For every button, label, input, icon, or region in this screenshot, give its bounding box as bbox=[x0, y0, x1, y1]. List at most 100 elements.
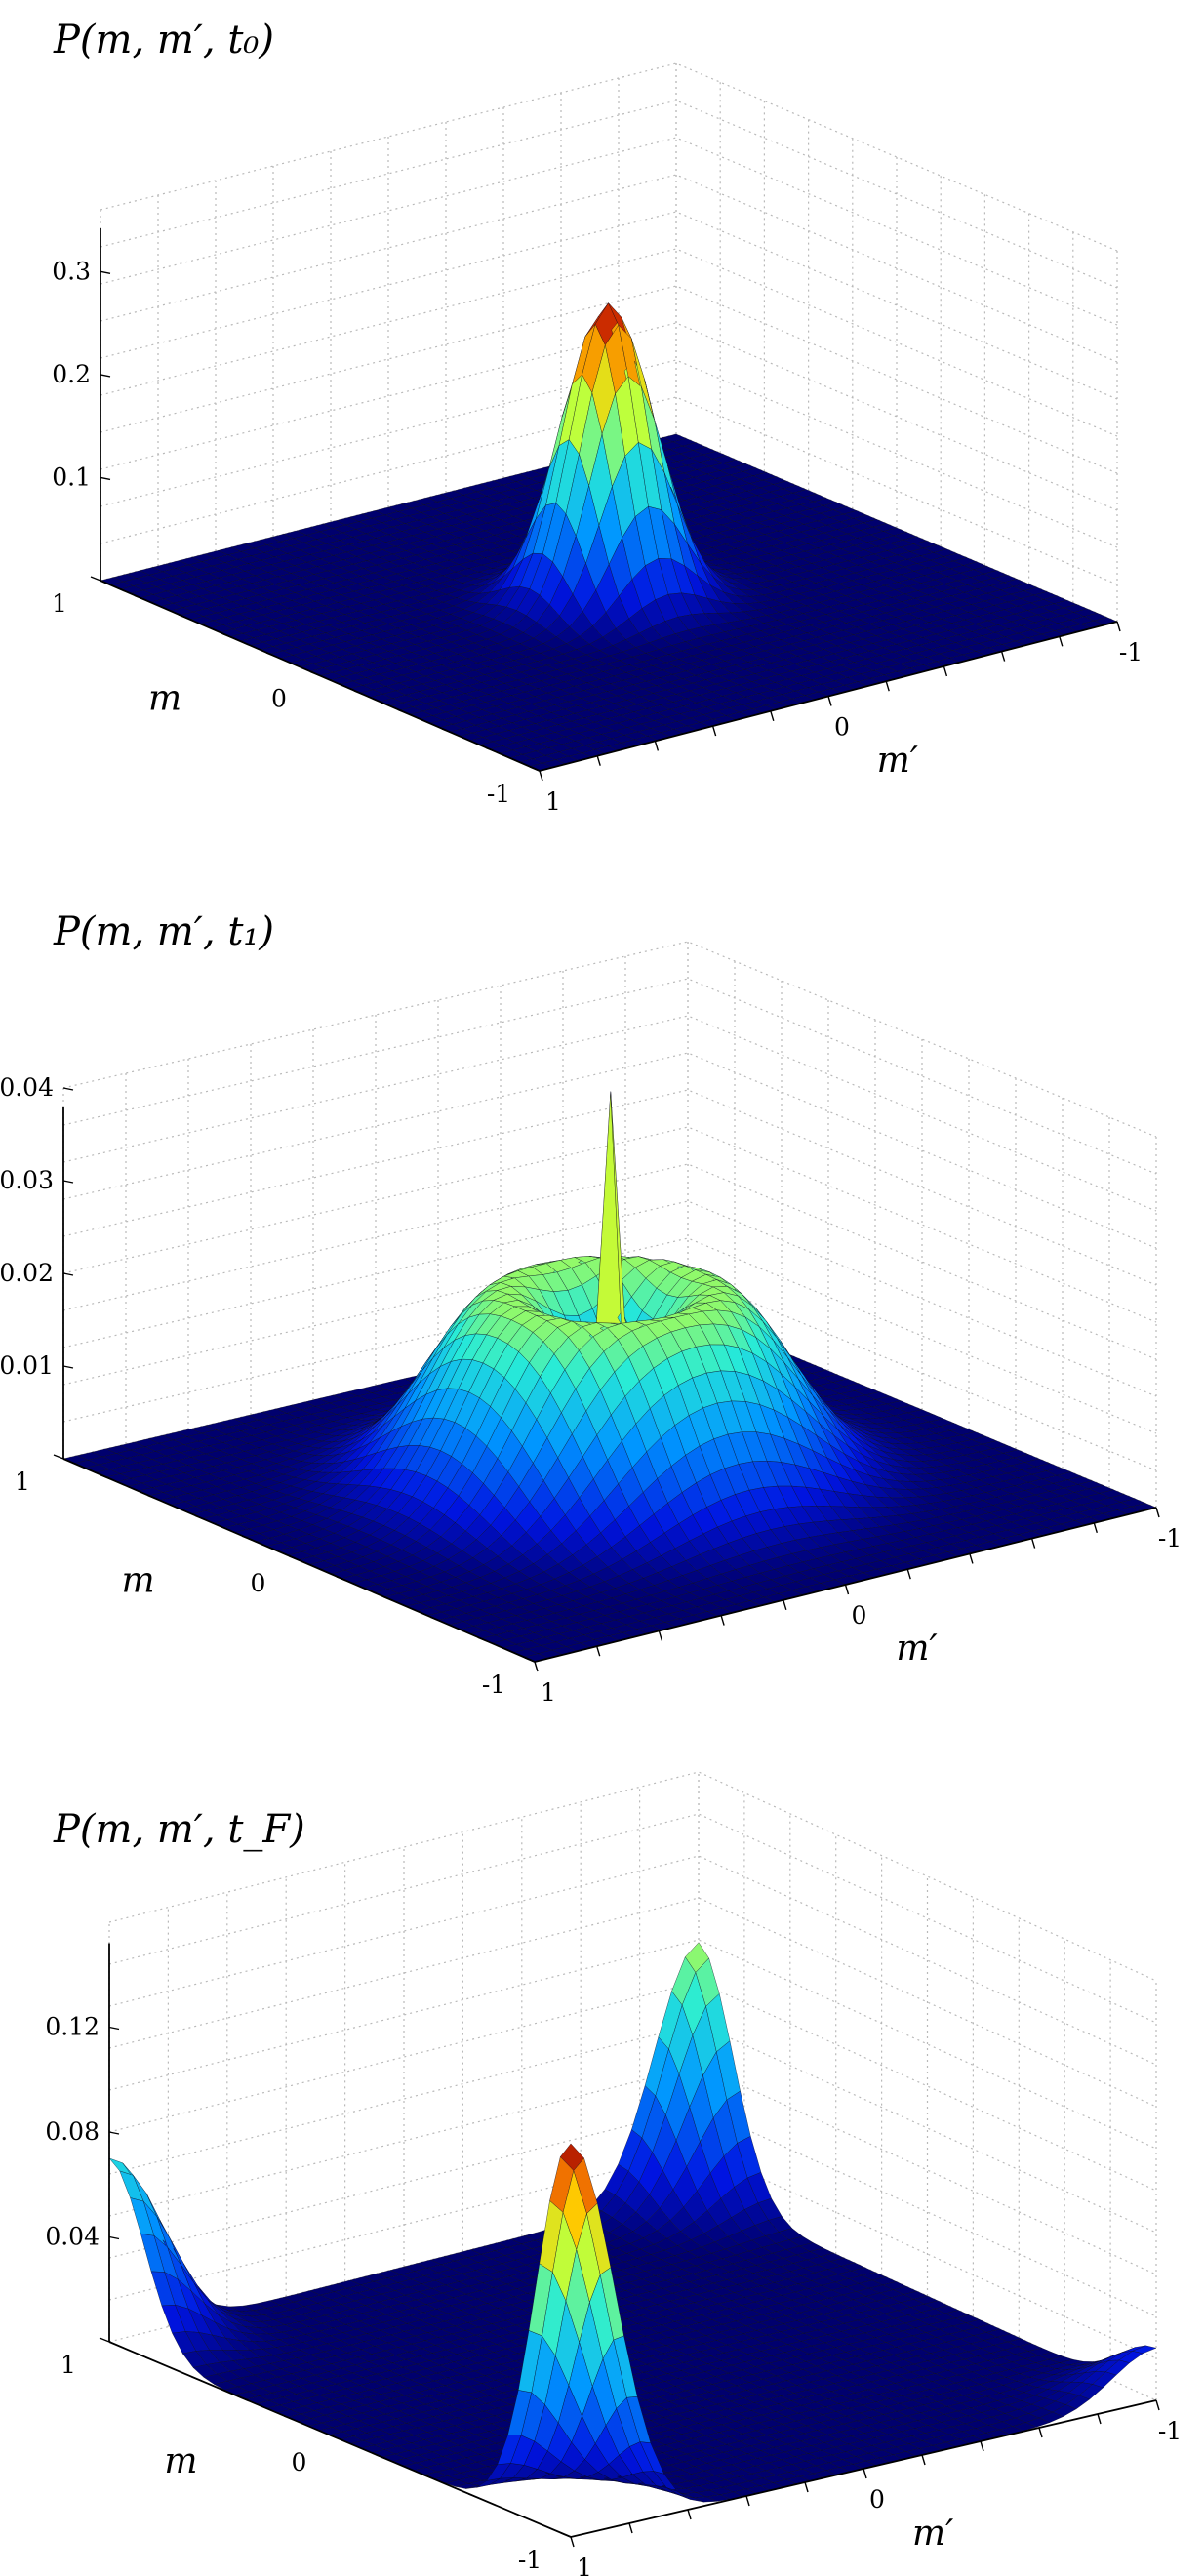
m-axis-label: m bbox=[122, 1561, 155, 1601]
m-prime-axis-tick bbox=[885, 680, 890, 692]
m-axis-tick bbox=[353, 690, 365, 696]
m-prime-axis-label: m′ bbox=[896, 1629, 937, 1669]
grid-line-z bbox=[100, 322, 1118, 511]
axes bbox=[90, 228, 1121, 782]
m-axis-tick bbox=[241, 1535, 253, 1541]
m-tick-label: 1 bbox=[52, 589, 67, 618]
m-axis-tick bbox=[100, 1474, 111, 1480]
surface-mesh bbox=[108, 1942, 1157, 2503]
m-prime-axis-tick bbox=[1000, 651, 1006, 662]
grid-line-z bbox=[100, 174, 1118, 363]
back-walls bbox=[100, 62, 1118, 623]
surface-mesh bbox=[100, 302, 1118, 772]
grid-line-z bbox=[108, 2107, 1157, 2317]
z-tick-label: 0.3 bbox=[52, 257, 91, 285]
m-prime-axis-tick bbox=[783, 1599, 787, 1611]
grid-line-z bbox=[108, 1981, 1157, 2192]
m-tick-label: 0 bbox=[271, 685, 287, 713]
grid-line-z bbox=[100, 137, 1118, 326]
z-axis-tick bbox=[100, 374, 111, 378]
m-axis-tick bbox=[265, 652, 277, 658]
surface-panel-t0: 1 0 -1 1 0 -1 0.1 0.2 0.3 m m′ P(m, m′, t₀) bbox=[0, 0, 1204, 859]
m-axis-tick bbox=[90, 576, 101, 582]
grid-line-z bbox=[100, 248, 1118, 437]
grid-line-z bbox=[100, 359, 1118, 548]
z-tick-label: 0.04 bbox=[0, 1073, 54, 1102]
m-prime-axis-tick bbox=[1030, 1538, 1036, 1549]
m-prime-axis-tick bbox=[720, 1615, 725, 1626]
grid-line-z bbox=[108, 2023, 1157, 2234]
grid-line-z bbox=[100, 100, 1118, 289]
m-prime-axis-tick bbox=[1116, 621, 1121, 632]
m-tick-label: 0 bbox=[251, 1569, 266, 1597]
grid-line-z bbox=[108, 1771, 1157, 1982]
z-tick-label: 0.2 bbox=[52, 360, 91, 388]
m-axis-tick bbox=[221, 632, 233, 639]
m-axis-tick bbox=[53, 1454, 64, 1460]
m-axis-label: m bbox=[148, 678, 181, 718]
m-prime-axis-tick bbox=[658, 1630, 663, 1641]
m-prime-axis-tick bbox=[534, 1661, 539, 1672]
surface-mesh bbox=[62, 1091, 1157, 1663]
m-prime-tick-label: 1 bbox=[545, 787, 561, 816]
m-axis-tick bbox=[309, 670, 321, 677]
m-prime-axis-tick bbox=[906, 1568, 911, 1580]
m-prime-axis-tick bbox=[1155, 1507, 1160, 1518]
back-wall-right bbox=[676, 63, 1117, 622]
m-prime-axis-tick bbox=[1059, 636, 1064, 647]
m-prime-axis-tick bbox=[844, 1584, 850, 1595]
z-tick-label: 0.03 bbox=[0, 1166, 54, 1194]
m-axis-tick bbox=[134, 594, 145, 601]
surface-plot-t0: 10-1 10-10.10.20.3mm′ bbox=[52, 62, 1143, 816]
m-prime-axis-tick bbox=[654, 741, 660, 751]
surface-panel-t1: 1 0 -1 1 0 -1 0.01 0.02 0.03 0.04 m m′ P(m, m′, t₁) bbox=[0, 859, 1204, 1717]
back-wall-left bbox=[100, 63, 676, 581]
panel-title-t1: P(m, m′, t₁) bbox=[54, 909, 275, 954]
z-axis-tick bbox=[62, 1087, 74, 1091]
m-prime-axis-tick bbox=[827, 696, 832, 706]
grid-line-z bbox=[108, 1897, 1157, 2108]
z-tick-label: 0.01 bbox=[0, 1351, 54, 1380]
back-wall-right bbox=[688, 942, 1156, 1508]
grid-line-z bbox=[100, 62, 1118, 252]
m-axis-tick bbox=[441, 728, 453, 734]
z-axis-tick bbox=[100, 476, 111, 481]
m-prime-tick-label: -1 bbox=[1158, 1524, 1182, 1552]
z-tick-label: 0.1 bbox=[52, 463, 91, 491]
grid-line-z bbox=[108, 1939, 1157, 2150]
grid-line-z bbox=[100, 211, 1118, 400]
m-prime-axis-tick bbox=[539, 770, 543, 782]
m-axis-tick bbox=[382, 1595, 394, 1602]
z-axis-tick bbox=[62, 1180, 74, 1184]
grid-line-z bbox=[100, 285, 1118, 474]
m-prime-axis-tick bbox=[596, 1645, 601, 1657]
grid-line-z bbox=[108, 2065, 1157, 2275]
m-tick-label: -1 bbox=[487, 780, 510, 808]
m-axis-tick bbox=[485, 746, 497, 753]
grid-line-z bbox=[108, 1813, 1157, 2024]
axes bbox=[53, 1087, 1160, 1672]
m-axis-tick bbox=[430, 1616, 441, 1623]
m-prime-axis-tick bbox=[969, 1553, 974, 1564]
m-prime-axis-tick bbox=[1093, 1522, 1098, 1534]
m-prime-tick-label: 0 bbox=[852, 1601, 867, 1630]
m-prime-tick-label: 1 bbox=[541, 1678, 556, 1707]
grid-line-z bbox=[108, 2149, 1157, 2359]
m-axis-tick bbox=[336, 1576, 347, 1582]
grid-line-z bbox=[108, 1855, 1157, 2066]
panel-title-t0: P(m, m′, t₀) bbox=[54, 18, 275, 62]
m-prime-tick-label: -1 bbox=[1119, 638, 1143, 666]
m-axis-tick bbox=[194, 1514, 206, 1521]
m-axis-tick bbox=[397, 708, 409, 715]
m-axis-tick bbox=[147, 1494, 158, 1501]
m-tick-label: -1 bbox=[482, 1670, 505, 1699]
m-axis-tick bbox=[477, 1636, 488, 1642]
m-axis-tick bbox=[529, 766, 541, 772]
z-tick-label: 0.02 bbox=[0, 1259, 54, 1287]
grid-line-z bbox=[100, 396, 1118, 585]
z-axis-tick bbox=[62, 1365, 74, 1369]
m-prime-tick-label: 0 bbox=[834, 713, 850, 742]
z-axis-tick bbox=[100, 270, 111, 275]
